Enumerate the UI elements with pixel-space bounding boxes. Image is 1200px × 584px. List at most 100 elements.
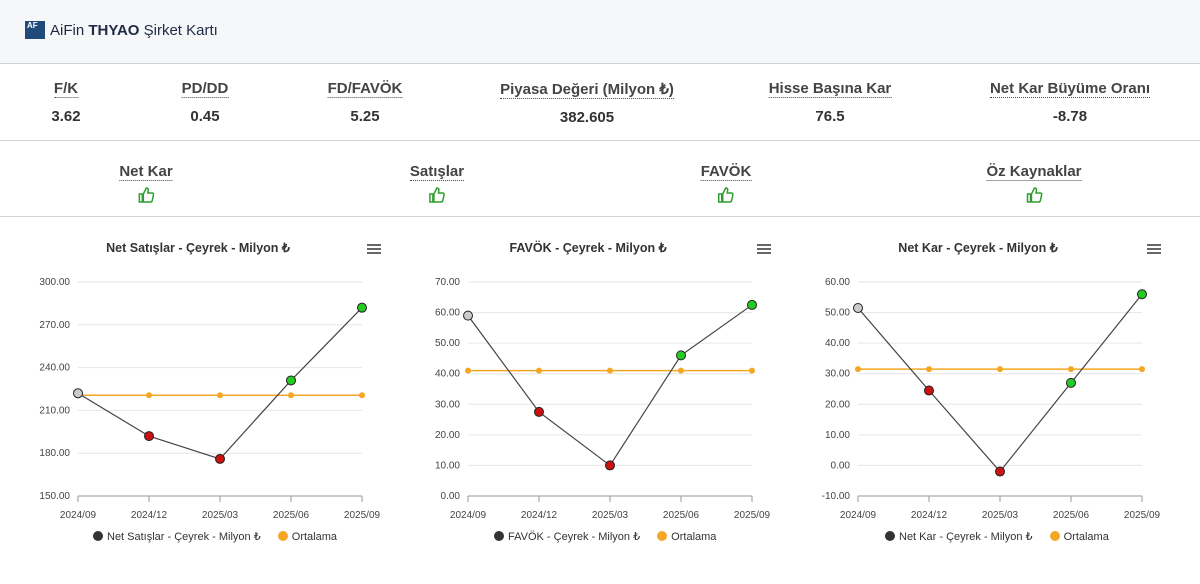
x-tick-label: 2025/03	[592, 510, 629, 521]
average-point	[536, 367, 542, 374]
ticker: THYAO	[88, 22, 140, 39]
metric-eps: Hisse Başına Kar 76.5	[768, 80, 892, 125]
average-point	[288, 392, 294, 399]
average-point	[855, 366, 861, 373]
legend-item-series[interactable]: Net Kar - Çeyrek - Milyon ₺	[885, 531, 1033, 543]
metric-label[interactable]: Piyasa Değeri (Milyon ₺)	[500, 81, 674, 99]
signal-label[interactable]: Satışlar	[409, 163, 465, 181]
series-point	[286, 375, 296, 386]
y-tick-label: 300.00	[39, 277, 70, 288]
x-tick-label: 2024/09	[450, 510, 487, 521]
thumbs-up-icon	[1026, 187, 1042, 203]
legend-average-label: Ortalama	[1063, 531, 1109, 543]
legend-item-average[interactable]: Ortalama	[277, 531, 338, 543]
average-point	[217, 392, 223, 399]
series-line	[857, 293, 1143, 473]
y-tick-label: 270.00	[39, 320, 70, 331]
signal-label[interactable]: FAVÖK	[700, 163, 752, 181]
average-point	[749, 367, 755, 374]
legend-item-series[interactable]: FAVÖK - Çeyrek - Milyon ₺	[494, 531, 640, 543]
x-tick-label: 2025/09	[1124, 510, 1161, 521]
x-tick-label: 2024/12	[131, 510, 168, 521]
signal-satislar: Satışlar	[409, 163, 465, 203]
brand-suffix: Şirket Kartı	[139, 22, 218, 39]
signal-favok: FAVÖK	[700, 163, 752, 203]
series-point	[144, 431, 154, 442]
series-point	[995, 466, 1005, 477]
y-tick-label: 50.00	[435, 338, 460, 349]
chart-legend: FAVÖK - Çeyrek - Milyon ₺ Ortalama	[494, 530, 730, 543]
average-point	[1068, 366, 1074, 373]
chart-legend: Net Kar - Çeyrek - Milyon ₺ Ortalama	[885, 530, 1123, 543]
y-tick-label: 50.00	[825, 308, 850, 319]
series-point	[747, 299, 757, 310]
x-tick-label: 2024/12	[911, 510, 948, 521]
average-point	[926, 366, 932, 373]
y-tick-label: 180.00	[39, 448, 70, 459]
y-tick-label: 20.00	[825, 399, 850, 410]
series-point	[676, 350, 686, 361]
series-point	[73, 388, 83, 399]
chart-title: Net Satışlar - Çeyrek - Milyon ₺	[106, 241, 290, 255]
y-tick-label: 0.00	[441, 491, 461, 502]
y-tick-label: 40.00	[825, 338, 850, 349]
average-point	[359, 392, 365, 399]
y-tick-label: 150.00	[39, 491, 70, 502]
metric-market-cap: Piyasa Değeri (Milyon ₺) 382.605	[500, 80, 674, 126]
legend-item-series[interactable]: Net Satışlar - Çeyrek - Milyon ₺	[93, 531, 261, 543]
series-point	[534, 406, 544, 417]
y-tick-label: 40.00	[435, 369, 460, 380]
thumbs-up-icon	[138, 187, 154, 203]
series-point	[463, 310, 473, 321]
legend-item-average[interactable]: Ortalama	[657, 531, 716, 543]
y-tick-label: 60.00	[435, 308, 460, 319]
average-point	[1139, 366, 1145, 373]
metric-value: -8.78	[1052, 108, 1088, 125]
chart-menu-icon[interactable]	[1147, 244, 1161, 254]
chart-menu-icon[interactable]	[757, 244, 771, 254]
signal-label[interactable]: Net Kar	[119, 163, 173, 181]
legend-item-average[interactable]: Ortalama	[1049, 531, 1109, 543]
metric-label[interactable]: Net Kar Büyüme Oranı	[989, 80, 1151, 98]
chart-legend: Net Satışlar - Çeyrek - Milyon ₺ Ortalam…	[93, 530, 351, 543]
x-tick-label: 2025/09	[734, 510, 771, 521]
y-tick-label: 70.00	[435, 277, 460, 288]
x-tick-label: 2025/03	[202, 510, 239, 521]
chart-menu-icon[interactable]	[367, 244, 381, 254]
x-tick-label: 2025/06	[273, 510, 310, 521]
x-tick-label: 2025/06	[663, 510, 700, 521]
chart-favok: FAVÖK - Çeyrek - Milyon ₺ 70.00 60.00 50.0…	[410, 230, 810, 580]
y-tick-label: 30.00	[825, 369, 850, 380]
y-tick-label: 60.00	[825, 277, 850, 288]
metric-label[interactable]: FD/FAVÖK	[327, 80, 403, 98]
series-point	[1137, 289, 1147, 300]
legend-series-label: FAVÖK - Çeyrek - Milyon ₺	[508, 531, 641, 543]
series-point	[853, 302, 863, 313]
series-line	[77, 307, 363, 460]
average-point	[146, 392, 152, 399]
series-point	[215, 453, 225, 464]
metric-value: 76.5	[815, 108, 845, 125]
series-point	[1066, 377, 1076, 388]
page-title: AiFin THYAO Şirket Kartı	[50, 22, 218, 39]
logo-text: AF	[27, 21, 38, 30]
metric-label[interactable]: PD/DD	[181, 80, 229, 98]
series-point	[924, 385, 934, 396]
x-tick-label: 2025/09	[344, 510, 381, 521]
average-point	[997, 366, 1003, 373]
y-tick-label: 10.00	[435, 460, 460, 471]
y-tick-label: 30.00	[435, 399, 460, 410]
signal-label[interactable]: Öz Kaynaklar	[986, 163, 1082, 181]
y-tick-label: -10.00	[822, 491, 851, 502]
metric-value: 3.62	[51, 108, 81, 125]
metric-label[interactable]: F/K	[53, 80, 79, 98]
x-tick-label: 2025/06	[1053, 510, 1090, 521]
thumbs-up-icon	[718, 187, 734, 203]
chart-net-satislar: Net Satışlar - Çeyrek - Milyon ₺ 300.00 2…	[20, 230, 420, 580]
y-tick-label: 20.00	[435, 430, 460, 441]
legend-average-label: Ortalama	[291, 531, 338, 543]
metric-fk: F/K 3.62	[51, 80, 81, 125]
metric-label[interactable]: Hisse Başına Kar	[768, 80, 892, 98]
y-tick-label: 0.00	[831, 460, 851, 471]
legend-series-label: Net Satışlar - Çeyrek - Milyon ₺	[107, 531, 261, 543]
